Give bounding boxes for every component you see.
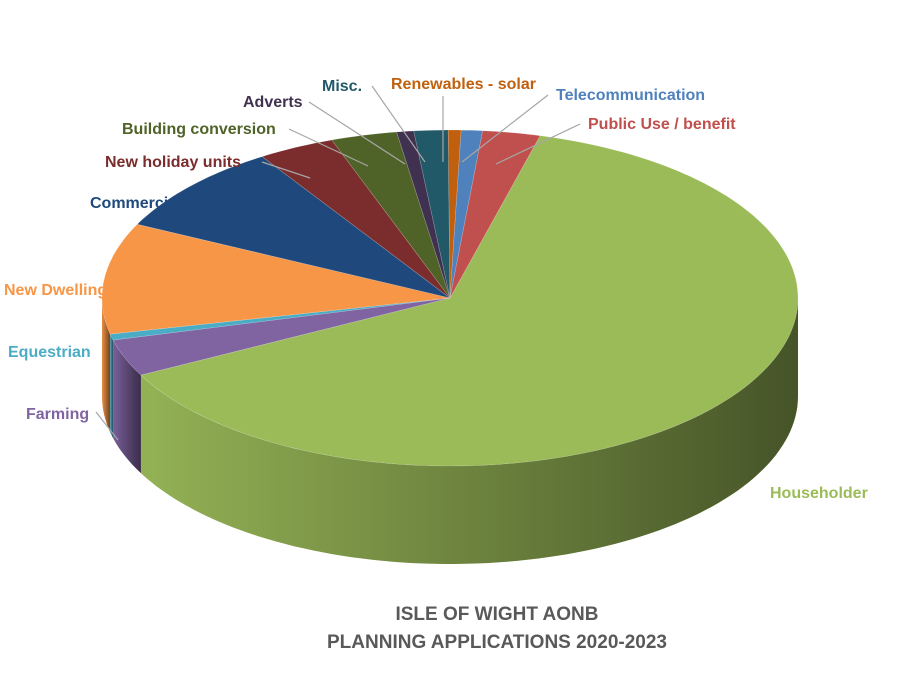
label-householder: Householder [770, 485, 868, 502]
pie-side-walls [102, 298, 798, 564]
side-wall-shade-new-dwelling [102, 298, 111, 433]
slice-commercial [136, 156, 451, 299]
leader-line-public-use-benefit [495, 123, 581, 165]
label-commercial: Commercial [90, 195, 182, 212]
slice-householder [140, 135, 799, 467]
leader-line-building-conversion [288, 128, 369, 167]
leader-line-telecommunication [461, 94, 549, 163]
slice-labels: Householder Farming Equestrian New Dwelling… [4, 76, 868, 502]
label-misc: Misc. [322, 78, 362, 95]
chart-title-line-2: PLANNING APPLICATIONS 2020-2023 [327, 632, 667, 653]
side-wall-shade-householder [140, 298, 798, 564]
slice-public-use-benefit [449, 130, 541, 299]
slice-new-holiday-units [261, 139, 451, 299]
leader-line-new-holiday-units [261, 161, 311, 179]
slice-building-conversion [331, 131, 451, 299]
pie-slices [101, 129, 799, 467]
chart-title-line-1: ISLE OF WIGHT AONB [395, 604, 598, 625]
label-renewables-solar: Renewables - solar [391, 76, 536, 93]
side-wall-shade-farming [113, 340, 141, 474]
label-adverts: Adverts [243, 94, 303, 111]
slice-misc [413, 129, 451, 299]
label-new-dwelling: New Dwelling [4, 282, 107, 299]
leader-line-misc [371, 85, 426, 163]
side-wall-shade-equestrian [110, 334, 114, 439]
label-new-holiday-units: New holiday units [105, 154, 241, 171]
label-equestrian: Equestrian [8, 344, 91, 361]
leader-line-adverts [308, 101, 406, 165]
label-building-conversion: Building conversion [122, 121, 276, 138]
label-public-use-benefit: Public Use / benefit [588, 116, 736, 133]
slice-farming [112, 297, 451, 376]
label-farming: Farming [26, 406, 89, 423]
slice-new-dwelling [101, 223, 451, 335]
leader-line-farming [95, 411, 119, 441]
label-telecommunication: Telecommunication [556, 87, 705, 104]
leader-lines [95, 85, 581, 441]
